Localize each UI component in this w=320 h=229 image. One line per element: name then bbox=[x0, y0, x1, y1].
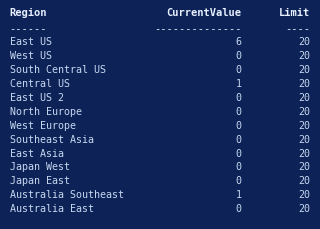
Text: East US: East US bbox=[10, 37, 52, 47]
Text: 0: 0 bbox=[236, 65, 242, 75]
Text: 20: 20 bbox=[298, 120, 310, 130]
Text: Japan East: Japan East bbox=[10, 176, 70, 185]
Text: West Europe: West Europe bbox=[10, 120, 76, 130]
Text: 6: 6 bbox=[236, 37, 242, 47]
Text: 20: 20 bbox=[298, 162, 310, 172]
Text: 1: 1 bbox=[236, 190, 242, 199]
Text: 0: 0 bbox=[236, 134, 242, 144]
Text: 0: 0 bbox=[236, 203, 242, 213]
Text: Australia East: Australia East bbox=[10, 203, 93, 213]
Text: 20: 20 bbox=[298, 134, 310, 144]
Text: Limit: Limit bbox=[279, 8, 310, 18]
Text: East Asia: East Asia bbox=[10, 148, 64, 158]
Text: 20: 20 bbox=[298, 148, 310, 158]
Text: South Central US: South Central US bbox=[10, 65, 106, 75]
Text: East US 2: East US 2 bbox=[10, 93, 64, 102]
Text: Region: Region bbox=[10, 8, 47, 18]
Text: Central US: Central US bbox=[10, 79, 70, 89]
Text: 0: 0 bbox=[236, 162, 242, 172]
Text: 20: 20 bbox=[298, 65, 310, 75]
Text: CurrentValue: CurrentValue bbox=[167, 8, 242, 18]
Text: 20: 20 bbox=[298, 37, 310, 47]
Text: 20: 20 bbox=[298, 203, 310, 213]
Text: 20: 20 bbox=[298, 106, 310, 116]
Text: ------: ------ bbox=[10, 24, 47, 34]
Text: Australia Southeast: Australia Southeast bbox=[10, 190, 124, 199]
Text: Japan West: Japan West bbox=[10, 162, 70, 172]
Text: 1: 1 bbox=[236, 79, 242, 89]
Text: 20: 20 bbox=[298, 93, 310, 102]
Text: 0: 0 bbox=[236, 106, 242, 116]
Text: ----: ---- bbox=[285, 24, 310, 34]
Text: North Europe: North Europe bbox=[10, 106, 82, 116]
Text: 20: 20 bbox=[298, 190, 310, 199]
Text: West US: West US bbox=[10, 51, 52, 61]
Text: Southeast Asia: Southeast Asia bbox=[10, 134, 93, 144]
Text: 0: 0 bbox=[236, 120, 242, 130]
Text: 20: 20 bbox=[298, 176, 310, 185]
Text: 20: 20 bbox=[298, 79, 310, 89]
Text: 0: 0 bbox=[236, 51, 242, 61]
Text: 0: 0 bbox=[236, 176, 242, 185]
Text: 0: 0 bbox=[236, 148, 242, 158]
Text: 0: 0 bbox=[236, 93, 242, 102]
Text: 20: 20 bbox=[298, 51, 310, 61]
Text: --------------: -------------- bbox=[154, 24, 242, 34]
